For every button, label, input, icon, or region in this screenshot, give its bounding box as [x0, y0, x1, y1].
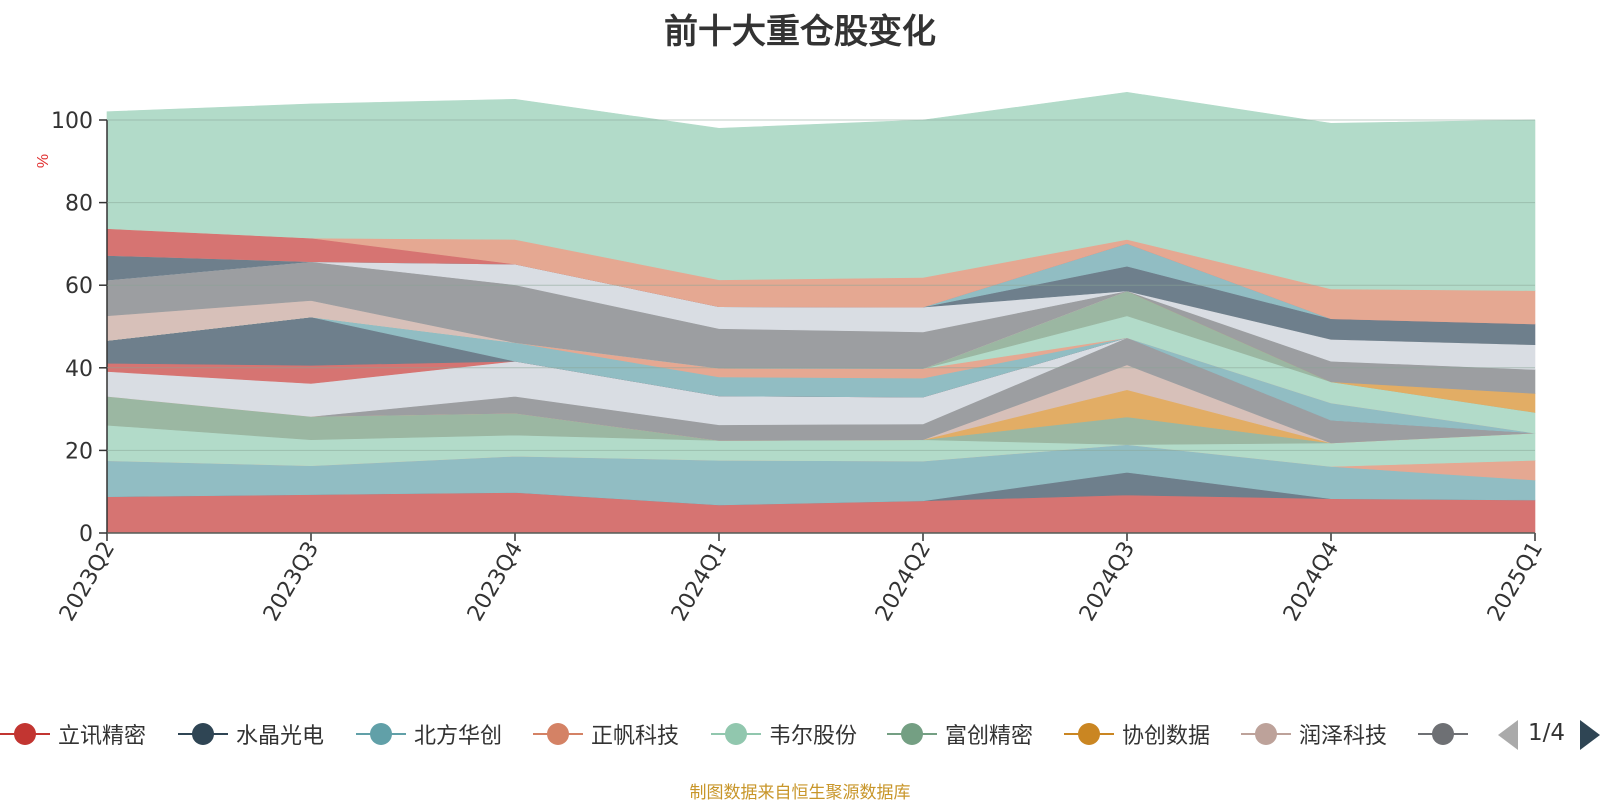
- legend-next-icon[interactable]: [1580, 720, 1600, 750]
- chart-title: 前十大重仓股变化: [664, 12, 936, 52]
- legend-prev-icon[interactable]: [1498, 720, 1518, 750]
- legend-pager: 1/4: [1498, 718, 1600, 752]
- stacked-area-chart: 0 20 40 60 80 100 2023Q2 2023Q3 2023Q4 2024Q1 2024…: [35, 91, 1548, 626]
- legend-label: 协创数据: [1122, 724, 1211, 749]
- legend-item[interactable]: 北方华创: [356, 716, 502, 752]
- legend-marker-icon: [711, 721, 761, 747]
- legend-item[interactable]: 协创数据: [1064, 716, 1210, 752]
- legend-label: 北方华创: [414, 724, 503, 749]
- legend-page-indicator: 1/4: [1528, 720, 1566, 746]
- legend-marker-icon: [1241, 721, 1291, 747]
- y-tick-label: 20: [65, 439, 93, 464]
- y-axis-label: %: [35, 154, 52, 168]
- legend-marker-icon: [356, 721, 406, 747]
- x-tick-label: 2023Q2: [55, 538, 120, 626]
- x-tick-label: 2024Q3: [1075, 538, 1140, 626]
- legend-label: 韦尔股份: [769, 724, 858, 749]
- grid-lines: [107, 119, 1535, 534]
- legend-marker-icon: [887, 721, 937, 747]
- legend-marker-icon: [178, 721, 228, 747]
- legend-marker-icon: [0, 721, 50, 747]
- source-note: 制图数据来自恒生聚源数据库: [689, 783, 911, 803]
- legend-item[interactable]: 正帆科技: [533, 716, 679, 752]
- legend-label: 水晶光电: [236, 724, 325, 749]
- legend-marker-icon: [533, 721, 583, 747]
- y-tick-label: 0: [79, 522, 93, 547]
- y-tick-label: 100: [51, 109, 93, 134]
- legend-item[interactable]: 富创精密: [887, 716, 1033, 752]
- legend-item[interactable]: 水晶光电: [178, 716, 324, 752]
- legend-label: 富创精密: [945, 724, 1034, 749]
- area-series-27: [106, 91, 1536, 291]
- x-tick-label: 2024Q4: [1279, 538, 1344, 626]
- legend-marker-icon: [1064, 721, 1114, 747]
- x-tick-label: 2025Q1: [1483, 538, 1548, 626]
- legend: 立讯精密 水晶光电 北方华创 正帆科技 韦尔股份 富创精密 协创数据 润泽科技 中: [0, 716, 1470, 752]
- x-tick-label: 2024Q2: [871, 538, 936, 626]
- legend-item[interactable]: 韦尔股份: [711, 716, 857, 752]
- y-tick-label: 60: [65, 274, 93, 299]
- legend-label: 润泽科技: [1299, 724, 1388, 749]
- area-series: [106, 91, 1536, 534]
- legend-item[interactable]: 润泽科技: [1241, 716, 1387, 752]
- y-tick-label: 80: [65, 192, 93, 217]
- legend-label: 立讯精密: [58, 724, 147, 749]
- y-tick-label: 40: [65, 357, 93, 382]
- x-tick-label: 2024Q1: [667, 538, 732, 626]
- x-tick-label: 2023Q3: [259, 538, 324, 626]
- x-tick-label: 2023Q4: [463, 538, 528, 626]
- legend-marker-icon: [1418, 721, 1468, 747]
- legend-label: 正帆科技: [591, 724, 680, 749]
- legend-item[interactable]: 立讯精密: [0, 716, 146, 752]
- legend-item[interactable]: 中: [1418, 716, 1470, 752]
